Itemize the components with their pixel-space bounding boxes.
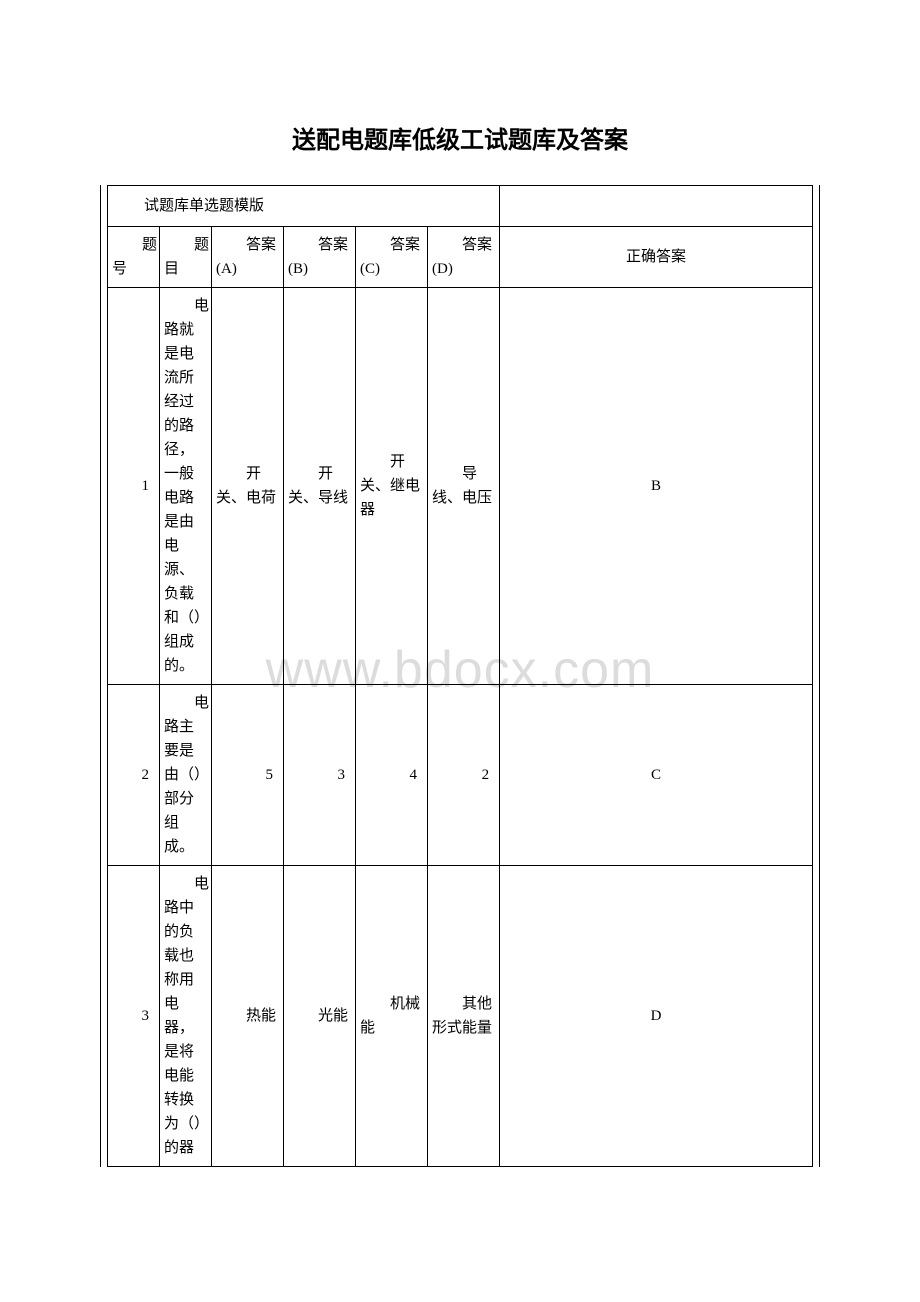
header-correct: 正确答案 [500, 227, 813, 288]
template-header-empty [500, 186, 813, 227]
cell-question: 电路就是电流所经过的路径，一般电路是由电源、负载和（）组成的。 [160, 288, 212, 685]
cell-opt-c: 4 [356, 685, 428, 866]
table-outer-border: 试题库单选题模版 题号 题目 答案(A) 答案(B) 答案(C) 答案(D) 正… [100, 185, 820, 1167]
cell-opt-b: 光能 [284, 866, 356, 1167]
column-header-row: 题号 题目 答案(A) 答案(B) 答案(C) 答案(D) 正确答案 [108, 227, 813, 288]
table-row: 2 电路主要是由（）部分组成。 5 3 4 2 C [108, 685, 813, 866]
header-num: 题号 [108, 227, 160, 288]
cell-opt-a: 5 [212, 685, 284, 866]
cell-opt-c: 开关、继电器 [356, 288, 428, 685]
cell-num: 2 [108, 685, 160, 866]
cell-opt-b: 3 [284, 685, 356, 866]
cell-question: 电路主要是由（）部分组成。 [160, 685, 212, 866]
cell-opt-a: 开关、电荷 [212, 288, 284, 685]
page-title: 送配电题库低级工试题库及答案 [100, 120, 820, 155]
cell-opt-a: 热能 [212, 866, 284, 1167]
table-row: 3 电路中的负载也称用电器，是将电能转换为（）的器 热能 光能 机械能 其他形式… [108, 866, 813, 1167]
cell-correct: C [500, 685, 813, 866]
cell-num: 1 [108, 288, 160, 685]
header-question: 题目 [160, 227, 212, 288]
document-content: 送配电题库低级工试题库及答案 试题库单选题模版 题号 题目 答案(A) 答案(B… [100, 120, 820, 1167]
template-header-cell: 试题库单选题模版 [108, 186, 500, 227]
header-opt-a: 答案(A) [212, 227, 284, 288]
question-table: 试题库单选题模版 题号 题目 答案(A) 答案(B) 答案(C) 答案(D) 正… [107, 185, 813, 1167]
cell-question: 电路中的负载也称用电器，是将电能转换为（）的器 [160, 866, 212, 1167]
cell-opt-c: 机械能 [356, 866, 428, 1167]
table-row: 1 电路就是电流所经过的路径，一般电路是由电源、负载和（）组成的。 开关、电荷 … [108, 288, 813, 685]
cell-opt-d: 其他形式能量 [428, 866, 500, 1167]
cell-correct: B [500, 288, 813, 685]
header-opt-b: 答案(B) [284, 227, 356, 288]
cell-num: 3 [108, 866, 160, 1167]
cell-correct: D [500, 866, 813, 1167]
header-opt-c: 答案(C) [356, 227, 428, 288]
cell-opt-d: 2 [428, 685, 500, 866]
cell-opt-b: 开关、导线 [284, 288, 356, 685]
cell-opt-d: 导线、电压 [428, 288, 500, 685]
header-opt-d: 答案(D) [428, 227, 500, 288]
template-header-row: 试题库单选题模版 [108, 186, 813, 227]
